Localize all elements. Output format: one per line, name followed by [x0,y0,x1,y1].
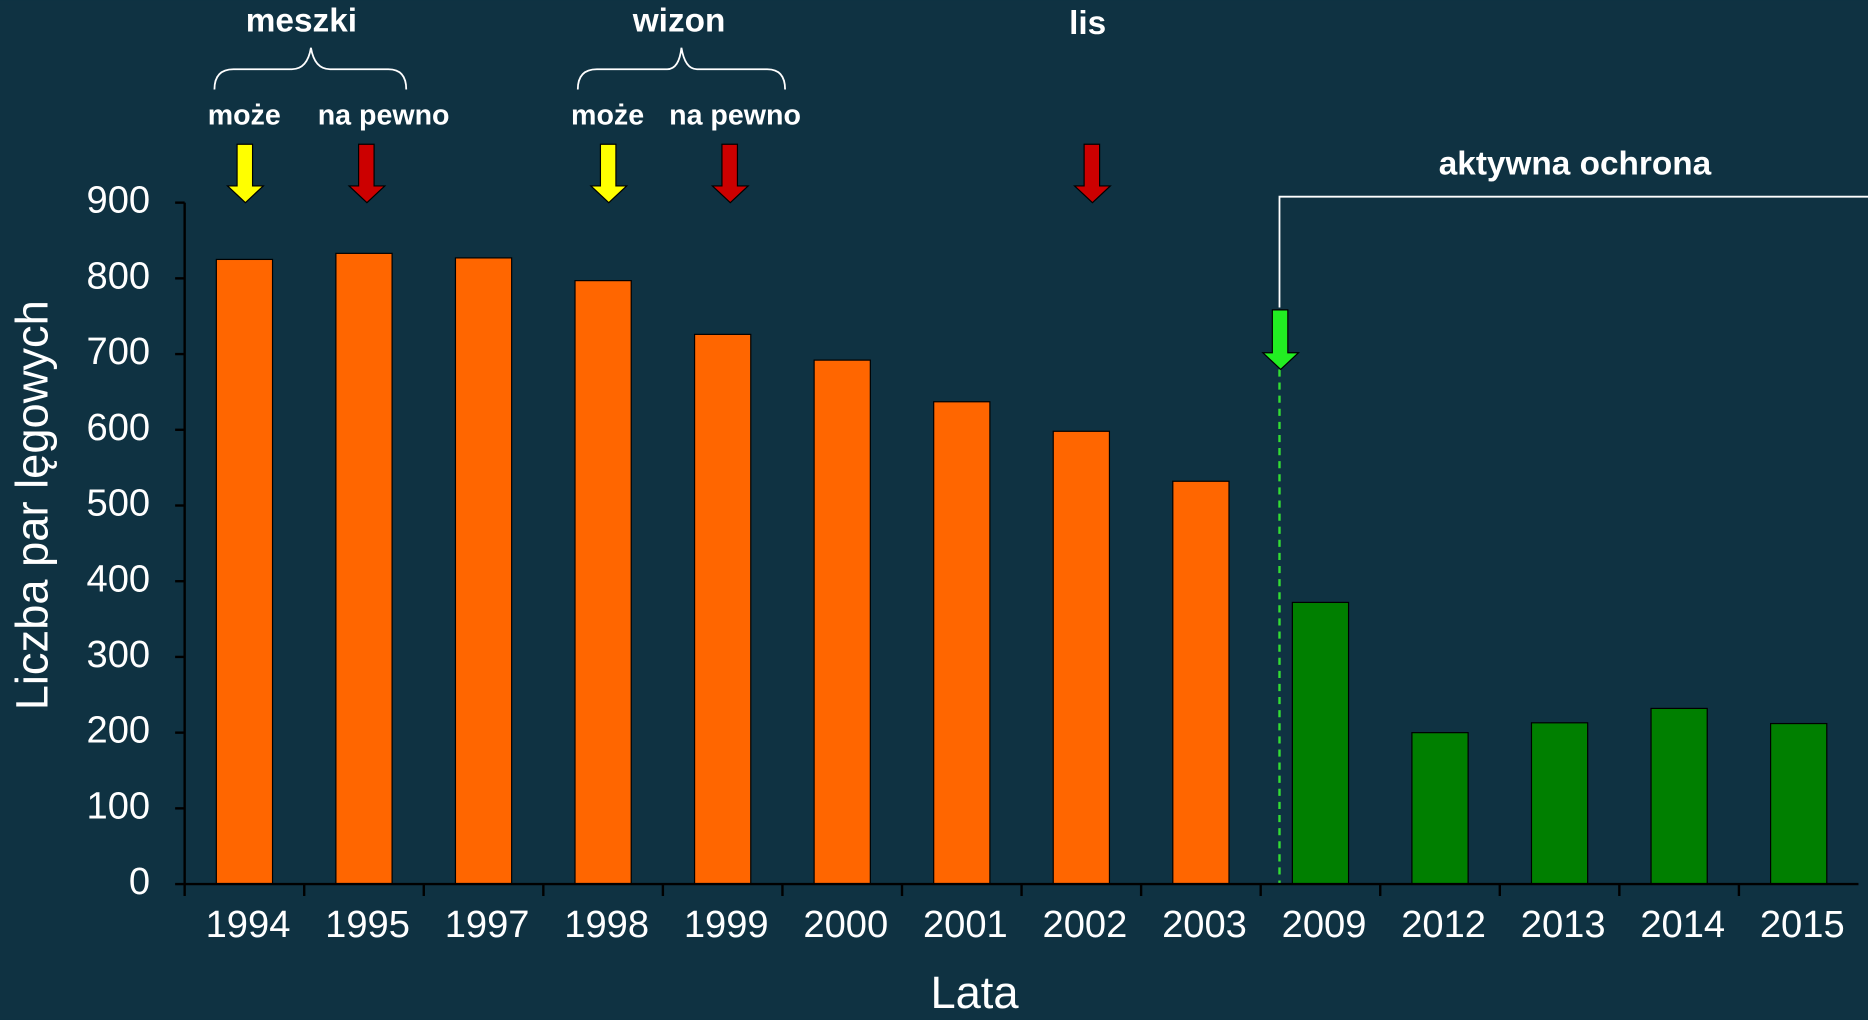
x-tick-label: 2001 [923,903,1008,946]
arrow [589,143,629,204]
x-tick-label: 1998 [564,903,649,946]
brace [576,47,786,90]
x-axis-label: Lata [930,967,1019,1018]
protection-bracket [1278,195,1868,308]
annotation: na pewno [669,99,801,131]
arrow [347,143,387,204]
bar [574,280,632,885]
arrow [710,143,750,204]
x-tick-label: 1995 [325,903,410,946]
y-tick-label: 400 [87,557,151,600]
x-tick-label: 2015 [1760,903,1845,946]
bar [1650,707,1708,885]
brace [213,47,408,90]
arrow [226,143,265,204]
annotation: lis [1069,5,1106,42]
x-tick-label: 2000 [803,903,888,946]
y-tick-label: 300 [87,633,151,676]
x-tick-label: 2013 [1521,903,1606,946]
y-tick-label: 500 [87,482,151,525]
bar [1291,601,1350,885]
y-tick-label: 600 [87,406,151,449]
bar [1530,722,1589,885]
annotation: meszki [246,3,357,40]
annotation: wizon [632,3,726,40]
annotation: może [208,99,281,131]
bar [1052,430,1111,885]
annotation: może [571,99,644,131]
arrow [1261,309,1301,371]
y-tick-label: 100 [87,784,151,827]
y-tick-label: 200 [87,709,151,752]
bar [813,359,871,885]
annotation: na pewno [318,99,450,131]
arrow [1073,143,1112,204]
y-tick-label: 700 [87,330,151,373]
bar [454,257,513,885]
bar [1172,480,1230,885]
bar [1411,732,1469,885]
bar [335,252,393,885]
y-tick-label: 800 [87,254,151,297]
x-tick-label: 2003 [1162,903,1247,946]
x-tick-label: 2009 [1282,903,1367,946]
x-tick-label: 1999 [684,903,769,946]
bar [933,401,991,885]
braces [213,47,1868,308]
bar [215,258,274,885]
x-tick-label: 1997 [445,903,530,946]
y-tick-label: 900 [87,179,151,222]
x-tick-label: 2012 [1401,903,1486,946]
x-tick-label: 1994 [206,903,291,946]
arrows [226,143,1301,371]
y-tick-label: 0 [129,860,150,903]
bar [693,333,752,885]
x-tick-label: 2002 [1043,903,1128,946]
annotation: aktywna ochrona [1439,146,1712,183]
bar [1769,722,1828,885]
y-axis-label: Liczba par lęgowych [7,300,58,710]
x-tick-label: 2014 [1640,903,1725,946]
